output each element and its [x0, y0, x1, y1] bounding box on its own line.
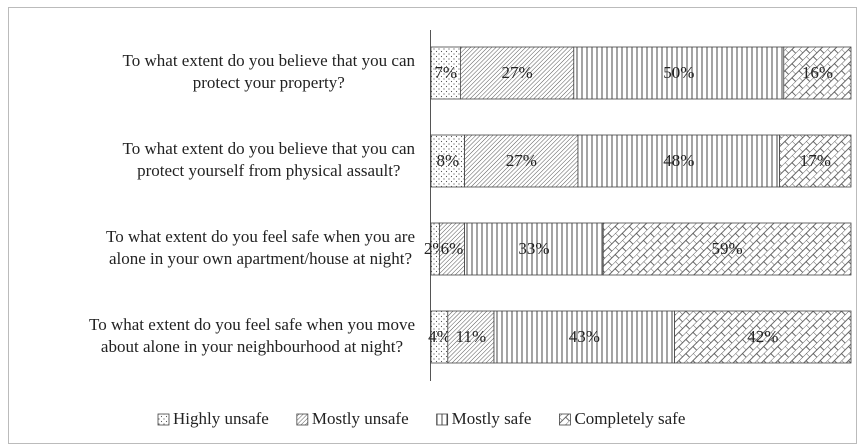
- data-label: 8%: [436, 151, 459, 170]
- bar-segment: [493, 310, 676, 364]
- legend-label: Completely safe: [574, 409, 685, 428]
- data-label: 50%: [663, 63, 694, 82]
- bar-segment: [783, 46, 852, 100]
- category-label: protect your property?: [193, 73, 345, 92]
- data-label: 7%: [434, 63, 457, 82]
- category-label: about alone in your neighbourhood at nig…: [101, 337, 403, 356]
- data-label: 42%: [747, 327, 778, 346]
- bar-segment: [674, 310, 852, 364]
- bar-segment: [464, 134, 579, 188]
- legend-label: Mostly safe: [452, 409, 532, 428]
- bar-segment: [602, 222, 852, 276]
- data-label: 16%: [802, 63, 833, 82]
- category-label: To what extent do you believe that you c…: [123, 51, 416, 70]
- bar-segment: [430, 46, 461, 100]
- legend-swatch: [559, 413, 571, 426]
- category-label: To what extent do you feel safe when you…: [89, 315, 415, 334]
- bar-segment: [779, 134, 852, 188]
- bar-segment: [577, 134, 781, 188]
- legend-swatch: [436, 413, 449, 426]
- data-label: 17%: [800, 151, 831, 170]
- data-label: 11%: [456, 327, 487, 346]
- data-label: 43%: [569, 327, 600, 346]
- category-label: To what extent do you believe that you c…: [123, 139, 416, 158]
- category-label: To what extent do you feel safe when you…: [106, 227, 415, 246]
- legend-swatch: [157, 413, 170, 426]
- bar-segment: [447, 310, 495, 364]
- legend-swatch: [296, 413, 309, 426]
- data-label: 4%: [428, 327, 451, 346]
- legend-label: Highly unsafe: [173, 409, 269, 428]
- data-label: 33%: [518, 239, 549, 258]
- bar-segment: [438, 222, 465, 276]
- category-label: alone in your own apartment/house at nig…: [109, 249, 412, 268]
- category-label: protect yourself from physical assault?: [137, 161, 400, 180]
- data-label: 59%: [712, 239, 743, 258]
- data-label: 27%: [506, 151, 537, 170]
- bar-segment: [464, 222, 604, 276]
- bar-segment: [573, 46, 785, 100]
- data-label: 27%: [502, 63, 533, 82]
- data-label: 6%: [441, 239, 464, 258]
- legend-label: Mostly unsafe: [312, 409, 409, 428]
- data-label: 48%: [663, 151, 694, 170]
